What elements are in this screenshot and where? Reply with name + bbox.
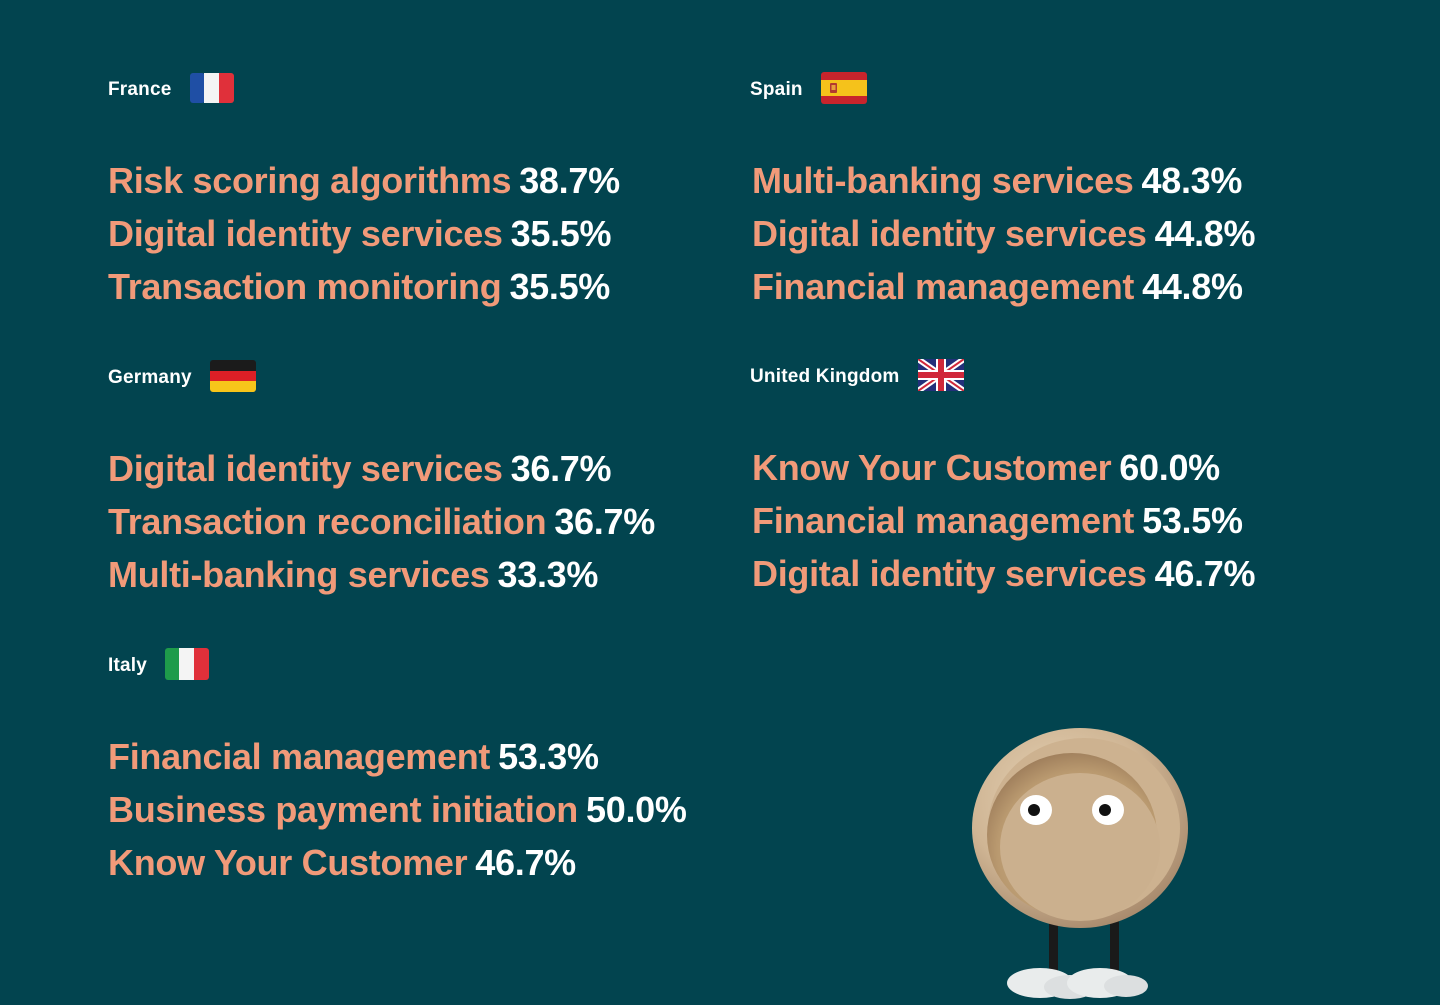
item-value: 44.8% [1142,266,1243,307]
list-item: Know Your Customer 60.0% [752,441,1255,494]
list-item: Multi-banking services 33.3% [108,548,655,601]
item-label: Financial management [752,266,1135,307]
item-label: Multi-banking services [752,160,1134,201]
item-label: Digital identity services [752,213,1147,254]
list-item: Risk scoring algorithms 38.7% [108,154,620,207]
spain-flag-icon [820,71,867,109]
item-label: Know Your Customer [752,447,1112,488]
item-value: 53.5% [1142,500,1243,541]
ranking-list: Know Your Customer 60.0% Financial manage… [752,441,1256,600]
list-item: Know Your Customer 46.7% [108,836,687,889]
germany-flag-icon [209,359,256,397]
country-header: Germany [108,358,655,398]
ranking-list: Risk scoring algorithms 38.7% Digital ide… [108,154,620,313]
list-item: Financial management 53.5% [752,494,1255,547]
uk-flag-icon [915,356,966,396]
item-label: Digital identity services [108,448,503,489]
country-name: Germany [108,367,192,388]
item-value: 35.5% [510,213,612,254]
list-item: Business payment initiation 50.0% [108,783,687,836]
france-flag-icon [189,72,234,108]
item-value: 50.0% [586,789,687,830]
item-value: 36.7% [510,448,612,489]
item-value: 48.3% [1141,160,1243,201]
item-label: Business payment initiation [108,789,578,830]
country-block-spain: Spain Multi-banking services 48.3% Digita… [750,70,1256,313]
item-label: Digital identity services [752,553,1147,594]
item-value: 33.3% [497,554,599,595]
ranking-list: Financial management 53.3% Business payme… [108,730,687,889]
item-label: Multi-banking services [108,554,490,595]
country-header: Italy [108,646,687,686]
list-item: Financial management 53.3% [108,730,687,783]
item-value: 44.8% [1154,213,1256,254]
coin-character-icon [960,725,1200,1005]
item-label: Financial management [108,736,491,777]
ranking-list: Digital identity services 36.7% Transacti… [108,442,655,601]
country-header: United Kingdom [750,356,1255,397]
country-block-france: France Risk scoring algorithms 38.7% Digi… [108,70,620,313]
item-value: 35.5% [509,266,611,307]
item-label: Transaction monitoring [108,266,502,307]
list-item: Digital identity services 44.8% [752,207,1256,260]
item-value: 38.7% [519,160,620,201]
list-item: Financial management 44.8% [752,260,1255,313]
list-item: Digital identity services 36.7% [108,442,655,495]
italy-flag-icon [165,647,210,685]
list-item: Multi-banking services 48.3% [752,154,1255,207]
item-value: 60.0% [1119,447,1220,488]
country-header: Spain [750,70,1255,110]
list-item: Transaction reconciliation 36.7% [108,495,655,548]
list-item: Transaction monitoring 35.5% [108,260,620,313]
item-label: Digital identity services [108,213,503,254]
list-item: Digital identity services 46.7% [752,547,1256,600]
item-value: 53.3% [498,736,599,777]
list-item: Digital identity services 35.5% [108,207,620,260]
item-value: 46.7% [1154,553,1256,594]
country-name: United Kingdom [750,366,900,387]
item-label: Transaction reconciliation [108,501,547,542]
country-block-united-kingdom: United Kingdom Know Your Customer 60.0% F… [750,356,1256,600]
item-label: Risk scoring algorithms [108,160,512,201]
country-header: France [108,70,620,110]
item-value: 46.7% [475,842,576,883]
item-value: 36.7% [554,501,655,542]
country-name: France [108,79,172,100]
ranking-list: Multi-banking services 48.3% Digital iden… [752,154,1256,313]
country-block-germany: Germany Digital identity services 36.7% T… [108,358,655,601]
item-label: Know Your Customer [108,842,468,883]
country-name: Italy [108,655,148,676]
country-name: Spain [750,79,803,100]
country-block-italy: Italy Financial management 53.3% Business… [108,646,687,889]
item-label: Financial management [752,500,1135,541]
